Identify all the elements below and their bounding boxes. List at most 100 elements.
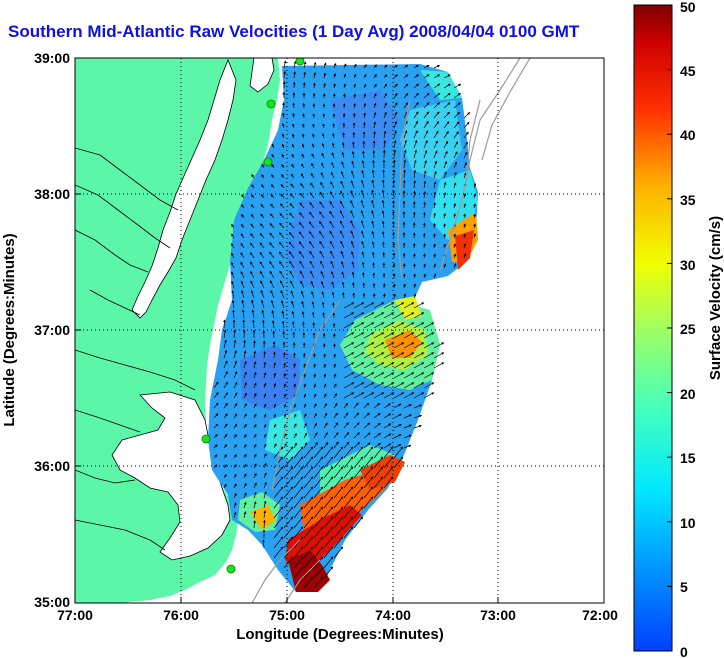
velocity-arrow (322, 343, 326, 349)
velocity-arrow (463, 141, 468, 149)
velocity-arrow (373, 446, 384, 459)
velocity-arrow (281, 143, 285, 149)
velocity-arrow (311, 143, 315, 149)
velocity-arrow (413, 92, 419, 99)
velocity-arrow (293, 383, 296, 389)
velocity-arrow (320, 270, 325, 279)
velocity-arrow (473, 233, 476, 239)
velocity-arrow (273, 496, 284, 509)
velocity-arrow (341, 161, 345, 169)
velocity-arrow (273, 466, 284, 479)
velocity-arrow (293, 373, 296, 379)
velocity-arrow (263, 443, 267, 449)
velocity-arrow (303, 363, 306, 369)
velocity-arrow (213, 433, 218, 439)
velocity-arrow (263, 433, 267, 439)
velocity-arrow (313, 363, 316, 369)
velocity-arrow (383, 93, 387, 99)
velocity-arrow (298, 241, 305, 249)
velocity-arrow (402, 263, 406, 269)
velocity-arrow (371, 210, 375, 219)
velocity-arrow (288, 222, 295, 229)
velocity-arrow (333, 486, 344, 499)
velocity-arrow (353, 441, 360, 449)
velocity-arrow (309, 250, 315, 259)
velocity-arrow (393, 424, 402, 429)
velocity-arrow (383, 332, 395, 339)
velocity-arrow (350, 180, 355, 189)
velocity-arrow (373, 372, 385, 379)
velocity-arrow (310, 270, 315, 279)
velocity-arrow (233, 350, 237, 359)
velocity-arrow (353, 422, 360, 429)
velocity-arrow (251, 174, 255, 179)
y-tick-label: 36:00 (34, 458, 70, 474)
velocity-arrow (463, 233, 466, 239)
velocity-arrow (373, 342, 385, 349)
velocity-arrow (423, 111, 430, 119)
colorbar-tick-label: 5 (680, 579, 688, 595)
delaware-bay (249, 58, 275, 93)
velocity-arrow (423, 170, 427, 179)
velocity-arrow (343, 412, 349, 419)
velocity-arrow (413, 372, 425, 379)
velocity-arrow (393, 352, 405, 359)
velocity-arrow (383, 403, 391, 409)
velocity-arrow (323, 403, 327, 409)
velocity-arrow (433, 65, 441, 69)
velocity-arrow (319, 240, 325, 249)
velocity-arrow (353, 412, 360, 419)
velocity-arrow (263, 500, 267, 509)
velocity-arrow (291, 310, 295, 319)
velocity-arrow (333, 506, 344, 519)
velocity-arrow (293, 536, 304, 549)
velocity-arrow (332, 333, 336, 339)
velocity-arrow (290, 290, 295, 299)
velocity-arrow (323, 363, 326, 369)
velocity-arrow (279, 232, 285, 239)
velocity-arrow (351, 160, 355, 169)
velocity-arrow (350, 240, 355, 249)
velocity-arrow (342, 103, 346, 109)
velocity-arrow (371, 179, 375, 189)
velocity-arrow (330, 171, 335, 179)
velocity-arrow (223, 329, 227, 339)
velocity-arrow (252, 319, 255, 329)
velocity-arrow (423, 191, 427, 199)
velocity-arrow (263, 393, 267, 399)
velocity-arrow (292, 112, 295, 119)
velocity-arrow (231, 290, 235, 299)
velocity-arrow (443, 150, 448, 159)
velocity-arrow (393, 446, 404, 459)
velocity-arrow (433, 102, 440, 109)
velocity-arrow (383, 352, 395, 359)
velocity-arrow (363, 382, 375, 389)
velocity-arrow (433, 212, 436, 219)
velocity-arrow (241, 309, 245, 319)
velocity-arrow (383, 322, 395, 329)
velocity-arrow (303, 576, 314, 589)
velocity-arrow (339, 200, 345, 209)
velocity-arrow (360, 199, 365, 209)
velocity-arrow (423, 74, 430, 79)
velocity-arrow (393, 434, 402, 439)
velocity-arrow (433, 253, 436, 259)
velocity-arrow (343, 392, 355, 399)
velocity-arrow (343, 476, 354, 489)
velocity-arrow (283, 413, 287, 419)
velocity-arrow (433, 111, 440, 119)
velocity-arrow (333, 516, 344, 529)
velocity-arrow (251, 194, 255, 199)
velocity-arrow (270, 184, 275, 189)
velocity-arrow (413, 404, 423, 409)
velocity-arrow (251, 184, 255, 189)
velocity-arrow (282, 352, 286, 359)
velocity-arrow (463, 151, 468, 159)
velocity-arrow (309, 211, 315, 219)
velocity-arrow (292, 102, 296, 109)
velocity-arrow (413, 312, 425, 319)
velocity-arrow (283, 476, 294, 489)
velocity-arrow (453, 151, 458, 159)
velocity-arrow (319, 191, 325, 199)
velocity-arrow (433, 342, 445, 349)
